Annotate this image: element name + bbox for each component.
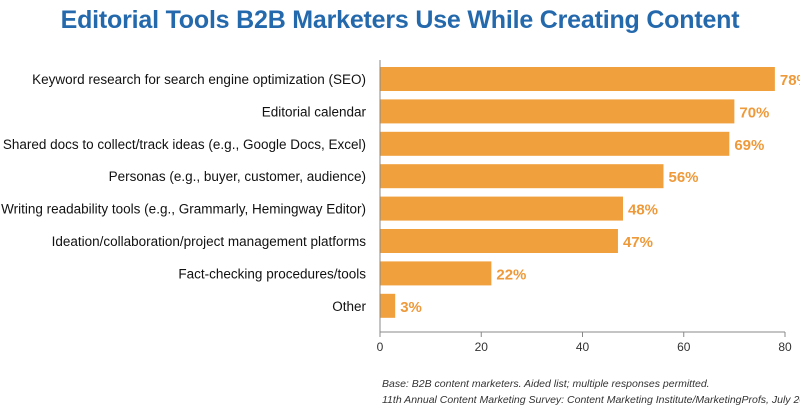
footnote-base: Base: B2B content marketers. Aided list;… (382, 378, 710, 390)
value-labels-group: 78% 70% 69% 56% 48% 47% 22% 3% (400, 72, 800, 316)
value-label: 22% (496, 266, 526, 283)
chart-title: Editorial Tools B2B Marketers Use While … (60, 6, 740, 34)
bar (380, 261, 492, 286)
value-label: 48% (628, 202, 658, 219)
category-label: Editorial calendar (262, 104, 367, 119)
bars-group (380, 67, 775, 318)
category-label: Ideation/collaboration/project managemen… (52, 234, 367, 249)
category-label: Other (332, 299, 366, 314)
category-label: Keyword research for search engine optim… (32, 72, 366, 87)
x-tick-label: 20 (475, 340, 489, 354)
bar (380, 293, 396, 318)
footnote-source: 11th Annual Content Marketing Survey: Co… (382, 394, 800, 406)
bar (380, 67, 775, 91)
x-tick-label: 0 (377, 340, 384, 354)
value-label: 3% (400, 299, 422, 316)
category-label: Personas (e.g., buyer, customer, audienc… (109, 169, 366, 184)
value-label: 56% (669, 169, 699, 186)
value-label: 78% (780, 72, 800, 89)
value-label: 70% (739, 104, 769, 121)
category-label: Shared docs to collect/track ideas (e.g.… (3, 137, 366, 152)
x-tick-label: 40 (576, 340, 590, 354)
value-label: 47% (623, 234, 653, 251)
bar (380, 131, 730, 156)
category-label: Writing readability tools (e.g., Grammar… (1, 202, 366, 217)
value-label: 69% (734, 137, 764, 154)
bar (380, 164, 664, 189)
bar (380, 196, 623, 221)
bar (380, 99, 735, 124)
category-label: Fact-checking procedures/tools (178, 266, 366, 281)
category-labels-group: Keyword research for search engine optim… (1, 72, 366, 314)
x-tick-label: 60 (677, 340, 691, 354)
x-tick-label: 80 (778, 340, 792, 354)
bar (380, 229, 618, 253)
x-axis: 0 20 40 60 80 (377, 60, 792, 354)
